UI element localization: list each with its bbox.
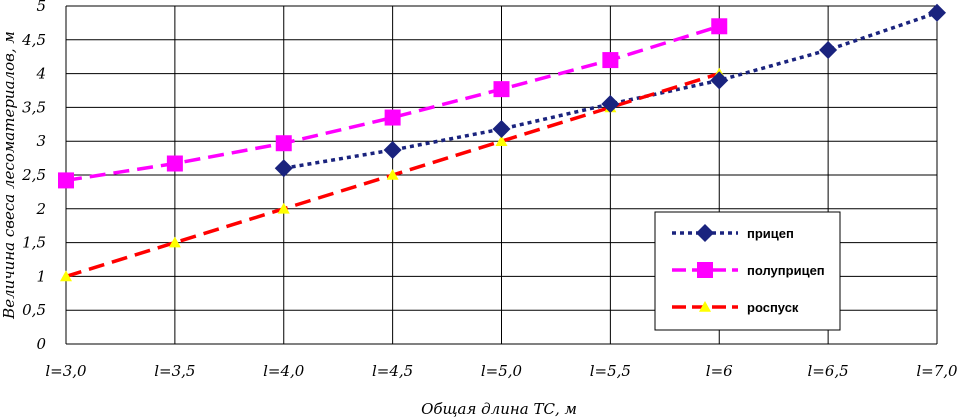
y-tick-label: 1 xyxy=(36,267,46,285)
x-tick-label: l=4,5 xyxy=(372,362,413,380)
data-point-square xyxy=(275,135,292,152)
legend-marker-triangle xyxy=(699,301,711,312)
y-tick-label: 4,5 xyxy=(21,31,46,49)
y-tick-label: 4 xyxy=(35,65,46,83)
y-tick-label: 2,5 xyxy=(21,166,46,184)
y-tick-label: 2 xyxy=(35,200,46,218)
x-tick-label: l=6,5 xyxy=(808,362,849,380)
data-point-triangle xyxy=(277,202,290,214)
legend-marker-square xyxy=(697,262,713,278)
data-point-triangle xyxy=(60,270,72,282)
x-tick-label: l=7,0 xyxy=(916,362,957,380)
x-axis-title: Общая длина ТС, м xyxy=(421,400,577,418)
legend-label: полуприцеп xyxy=(747,263,825,278)
y-tick-label: 3,5 xyxy=(22,98,46,116)
data-point-diamond xyxy=(819,40,838,59)
legend: прицеп полуприцеп роспуск xyxy=(654,211,841,331)
data-point-diamond xyxy=(383,140,402,159)
data-point-square xyxy=(602,52,619,69)
x-tick-label: l=4,0 xyxy=(263,362,305,380)
y-tick-label: 3 xyxy=(36,132,46,150)
legend-label: роспуск xyxy=(747,300,799,315)
y-tick-label: 0 xyxy=(36,335,46,353)
legend-label: прицеп xyxy=(747,226,794,241)
series-markers xyxy=(58,3,946,282)
y-tick-label: 5 xyxy=(36,0,46,15)
y-tick-label: 0,5 xyxy=(22,301,46,319)
x-tick-label: l=5,5 xyxy=(590,362,631,380)
data-point-square xyxy=(711,18,728,35)
data-point-diamond xyxy=(601,95,620,114)
data-point-diamond xyxy=(928,3,946,22)
data-point-square xyxy=(58,172,74,189)
data-point-diamond xyxy=(492,120,511,139)
y-axis-title: Величина свеса лесоматериалов, м xyxy=(0,31,18,320)
x-tick-label: l=3,0 xyxy=(45,362,87,380)
data-point-triangle xyxy=(386,169,399,180)
x-tick-label: l=5,0 xyxy=(481,362,523,380)
data-point-square xyxy=(384,109,401,126)
legend-marker-diamond xyxy=(696,224,714,242)
x-tick-label: l=3,5 xyxy=(154,362,195,380)
data-point-triangle xyxy=(495,135,508,146)
data-point-diamond xyxy=(274,159,293,178)
data-point-square xyxy=(493,81,510,98)
x-axis-ticks: l=3,0 l=3,5 l=4,0 l=4,5 l=5,0 l=5,5 l=6 l=6,5 l=… xyxy=(45,362,957,380)
data-point-diamond xyxy=(710,71,729,90)
data-point-triangle xyxy=(168,236,181,248)
x-tick-label: l=6 xyxy=(706,362,733,380)
y-tick-label: 1,5 xyxy=(22,234,46,252)
data-point-square xyxy=(166,155,183,172)
y-axis-ticks: 0 0,5 1 1,5 2 2,5 3 3,5 4 4,5 5 xyxy=(21,0,46,353)
